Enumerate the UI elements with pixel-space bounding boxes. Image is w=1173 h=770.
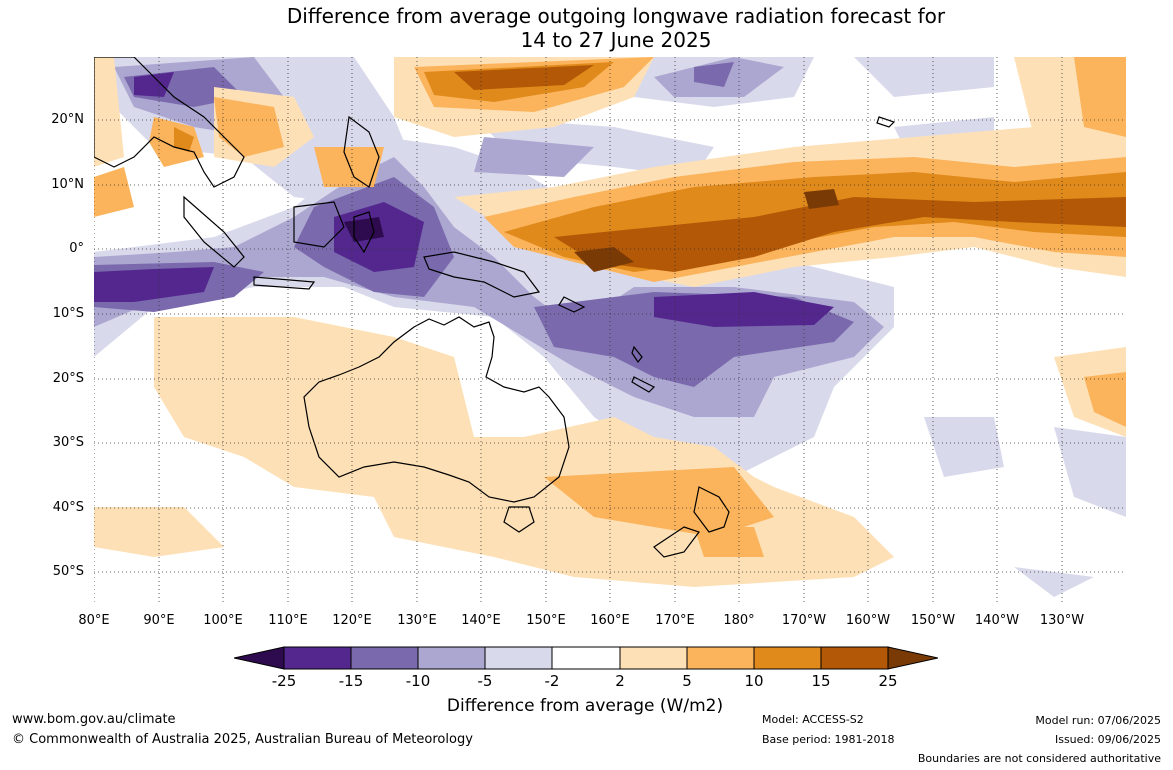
colorbar-segment-below-min <box>234 646 285 670</box>
gridlines <box>94 57 1126 605</box>
sulawesi-outline <box>353 211 375 254</box>
lat-label-30s: 30°S <box>52 435 84 450</box>
colorbar-segment-7 <box>686 646 755 670</box>
sumatra-outline <box>183 195 245 268</box>
hawaii-outline <box>876 116 896 128</box>
colorbar-segment-9 <box>820 646 889 670</box>
colorbar-segment-6 <box>619 646 688 670</box>
new-guinea-outline <box>423 251 541 298</box>
model-run-date: Model run: 07/06/2025 <box>1035 714 1161 727</box>
lon-label-180: 180° <box>723 613 755 628</box>
new-zealand-south-outline <box>653 526 700 558</box>
lat-label-equator: 0° <box>69 241 84 256</box>
colorbar-tick-label: 5 <box>682 672 692 690</box>
colorbar-segment-3 <box>417 646 486 670</box>
anomaly-band-brown <box>454 65 1126 272</box>
lon-label-170w: 170°W <box>781 613 827 628</box>
colorbar-tick-label: 10 <box>744 672 764 690</box>
lon-label-140w: 140°W <box>974 613 1020 628</box>
lon-label-130e: 130°E <box>397 613 437 628</box>
tasmania-outline <box>503 506 535 533</box>
coastlines <box>94 57 896 558</box>
java-outline <box>253 276 316 290</box>
colorbar-title: Difference from average (W/m2) <box>446 696 724 716</box>
australia-outline <box>303 316 570 503</box>
chart-title-line-1: Difference from average outgoing longwav… <box>286 4 946 28</box>
base-period: Base period: 1981-2018 <box>762 733 895 746</box>
colorbar-segment-4 <box>484 646 553 670</box>
colorbar <box>234 646 938 670</box>
disclaimer-text: Boundaries are not considered authoritat… <box>917 752 1161 765</box>
colorbar-tick-label: 15 <box>811 672 831 690</box>
anomaly-band-deep-purple <box>94 72 834 327</box>
lat-label-20n: 20°N <box>51 112 84 127</box>
colorbar-segment-5 <box>551 646 621 670</box>
colorbar-segment-1 <box>283 646 352 670</box>
model-name: Model: ACCESS-S2 <box>762 713 864 726</box>
lat-label-40s: 40°S <box>52 500 84 515</box>
colorbar-tick-label: -10 <box>405 672 431 690</box>
lat-label-10s: 10°S <box>52 306 84 321</box>
chart-title-line-2: 14 to 27 June 2025 <box>520 28 712 52</box>
borneo-outline <box>293 201 345 248</box>
lon-label-160w: 160°W <box>845 613 891 628</box>
lon-label-130w: 130°W <box>1039 613 1085 628</box>
lon-label-170e: 170°E <box>655 613 695 628</box>
philippines-outline <box>343 115 380 188</box>
new-caledonia-outline <box>631 376 656 393</box>
lon-label-120e: 120°E <box>332 613 372 628</box>
colorbar-tick-label: -15 <box>338 672 364 690</box>
lon-label-110e: 110°E <box>268 613 308 628</box>
forecast-map <box>94 57 1126 605</box>
colorbar-tick-label: 2 <box>615 672 625 690</box>
colorbar-segment-8 <box>753 646 822 670</box>
lon-label-150e: 150°E <box>526 613 566 628</box>
lon-label-150w: 150°W <box>910 613 956 628</box>
copyright-text: © Commonwealth of Australia 2025, Austra… <box>12 732 473 747</box>
lon-label-80e: 80°E <box>78 613 110 628</box>
lon-label-100e: 100°E <box>203 613 243 628</box>
asia-mainland-outline <box>94 57 245 188</box>
solomon-islands-outline <box>558 296 586 313</box>
colorbar-tick-label: -25 <box>271 672 297 690</box>
vanuatu-outline <box>631 345 643 364</box>
colorbar-tick-label: 25 <box>878 672 898 690</box>
new-zealand-north-outline <box>693 486 730 533</box>
colorbar-segment-above-max <box>887 646 938 670</box>
lon-label-140e: 140°E <box>461 613 501 628</box>
website-link[interactable]: www.bom.gov.au/climate <box>12 712 176 727</box>
lon-label-160e: 160°E <box>590 613 630 628</box>
anomaly-core-extreme-positive <box>574 189 839 272</box>
lat-label-20s: 20°S <box>52 371 84 386</box>
colorbar-tick-label: -5 <box>477 672 493 690</box>
lat-label-50s: 50°S <box>52 564 84 579</box>
colorbar-segment-2 <box>350 646 419 670</box>
lat-label-10n: 10°N <box>51 177 84 192</box>
colorbar-tick-label: -2 <box>544 672 560 690</box>
issued-date: Issued: 09/06/2025 <box>1054 733 1161 746</box>
lon-label-90e: 90°E <box>143 613 175 628</box>
